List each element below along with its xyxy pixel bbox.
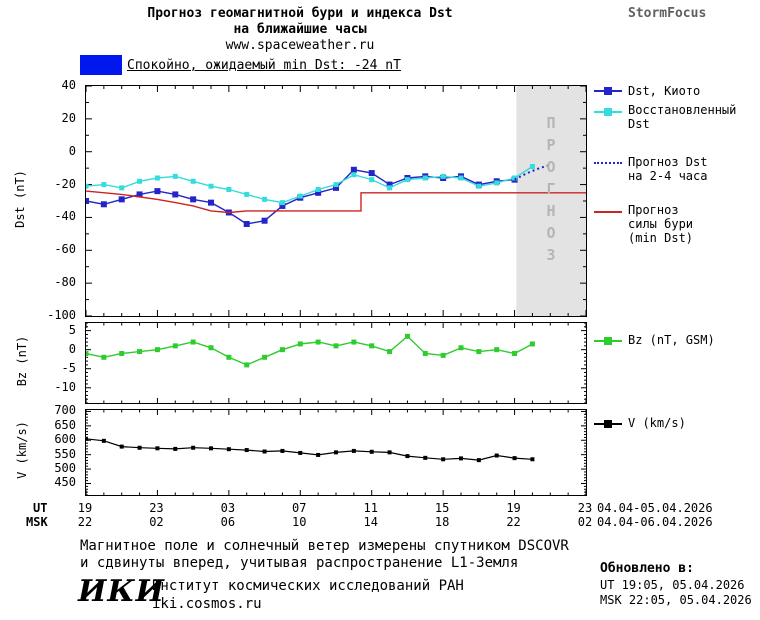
updated-at-msk: MSK 22:05, 05.04.2026	[600, 593, 752, 607]
legend-label-storm-line3: (min Dst)	[628, 231, 694, 245]
y-tick-label: 0	[68, 341, 76, 356]
x-tick-label: 07	[292, 501, 307, 515]
ut-tick-row: 19 23 03 07 11 15 19 23	[78, 501, 592, 515]
x-tick-label: 22	[77, 515, 93, 529]
y-tick-label: 450	[54, 475, 76, 490]
x-tick-label: 22	[506, 515, 521, 529]
status-color-box	[80, 55, 122, 75]
legend-label-restored-dst-line2: Dst	[628, 117, 650, 131]
v-y-tick-labels: 700 650 600 550 500 450	[0, 403, 80, 494]
x-tick-label: 03	[220, 501, 236, 515]
legend-label-restored-dst-line1: Восстановленный	[628, 103, 737, 117]
y-tick-label: 0	[68, 143, 76, 158]
iki-logo: ИКИ	[78, 574, 165, 609]
dst-y-axis-title: Dst (nT)	[13, 170, 27, 228]
x-tick-label: 15	[434, 501, 450, 515]
y-tick-label: 600	[54, 432, 76, 447]
legend-label-storm-line1: Прогноз	[628, 203, 679, 217]
y-tick-label: 650	[54, 417, 76, 432]
iki-url: iki.cosmos.ru	[152, 596, 262, 612]
legend-marker-square	[604, 87, 612, 95]
legend-swatch-bz	[594, 337, 622, 345]
status-label: Спокойно, ожидаемый min Dst: -24 nT	[127, 58, 401, 73]
legend-label-dst-kyoto: Dst, Киото	[628, 84, 701, 98]
y-tick-label: 700	[54, 403, 76, 418]
footnote-line1: Магнитное поле и солнечный ветер измерен…	[80, 538, 569, 554]
y-tick-label: -80	[54, 275, 76, 290]
dst-chart-plot	[86, 86, 586, 316]
legend-swatch-v	[594, 420, 622, 428]
legend-marker-square	[604, 108, 612, 116]
v-y-axis-title: V (km/s)	[15, 421, 29, 479]
legend-label-storm-line2: силы бури	[628, 217, 694, 231]
updated-at-ut: UT 19:05, 05.04.2026	[600, 578, 745, 592]
brand-label: StormFocus	[628, 6, 707, 21]
y-tick-label: -10	[54, 379, 76, 394]
legend-marker-square	[604, 337, 612, 345]
legend-swatch-dst-kyoto	[594, 87, 622, 95]
x-tick-label: 14	[363, 515, 378, 529]
v-chart-plot	[86, 410, 586, 495]
msk-date-range: 04.04-06.04.2026	[597, 515, 713, 529]
legend-label-forecast-dst-line2: на 2-4 часа	[628, 169, 708, 183]
y-tick-label: 20	[61, 110, 76, 125]
x-tick-label: 23	[577, 501, 593, 515]
legend-label-forecast-dst-line1: Прогноз Dst	[628, 155, 708, 169]
msk-tick-row: 22 02 06 10 14 18 22 02	[78, 515, 592, 529]
dst-y-tick-labels: 40 20 0 -20 -40 -60 -80 -100	[0, 78, 80, 322]
chart-title-line1: Прогноз геомагнитной бури и индекса Dst	[147, 6, 453, 21]
y-tick-label: -100	[47, 308, 76, 322]
ut-date-range: 04.04-05.04.2026	[597, 501, 713, 515]
bz-chart-plot	[86, 323, 586, 403]
x-tick-label: 06	[220, 515, 236, 529]
institute-name: Институт космических исследований РАН	[152, 578, 464, 594]
legend-swatch-forecast-dst	[594, 162, 622, 164]
footnote-line2: и сдвинуты вперед, учитывая распростране…	[80, 555, 519, 571]
y-tick-label: -20	[54, 176, 76, 191]
y-tick-label: -60	[54, 242, 76, 257]
y-tick-label: -5	[61, 360, 76, 375]
bz-chart-panel	[85, 322, 587, 404]
spaceweather-url: www.spaceweather.ru	[225, 38, 375, 53]
legend-swatch-restored-dst	[594, 108, 622, 116]
legend-label-v: V (km/s)	[628, 416, 686, 430]
y-tick-label: 40	[61, 78, 76, 92]
y-tick-label: 550	[54, 446, 76, 461]
x-tick-label: 23	[149, 501, 164, 515]
x-tick-label: 02	[577, 515, 593, 529]
x-tick-label: 10	[292, 515, 307, 529]
v-chart-panel	[85, 409, 587, 496]
msk-axis-label: MSK	[26, 515, 48, 529]
forecast-band-label: ПРОГНОЗ	[546, 114, 556, 264]
legend-label-bz: Bz (nT, GSM)	[628, 333, 715, 347]
x-tick-label: 11	[363, 501, 378, 515]
x-tick-label: 18	[434, 515, 450, 529]
x-tick-label: 02	[149, 515, 164, 529]
y-tick-label: 500	[54, 461, 76, 476]
updated-at-label: Обновлено в:	[600, 561, 694, 576]
x-tick-label: 19	[506, 501, 521, 515]
chart-title-line2: на ближайшие часы	[233, 22, 367, 37]
dst-chart-panel	[85, 85, 587, 317]
legend-swatch-storm-forecast	[594, 211, 622, 213]
y-tick-label: -40	[54, 209, 76, 224]
y-tick-label: 5	[68, 322, 76, 337]
ut-axis-label: UT	[33, 501, 48, 515]
x-tick-label: 19	[77, 501, 93, 515]
legend-marker-square	[604, 420, 612, 428]
bz-y-tick-labels: 5 0 -5 -10	[0, 322, 80, 402]
